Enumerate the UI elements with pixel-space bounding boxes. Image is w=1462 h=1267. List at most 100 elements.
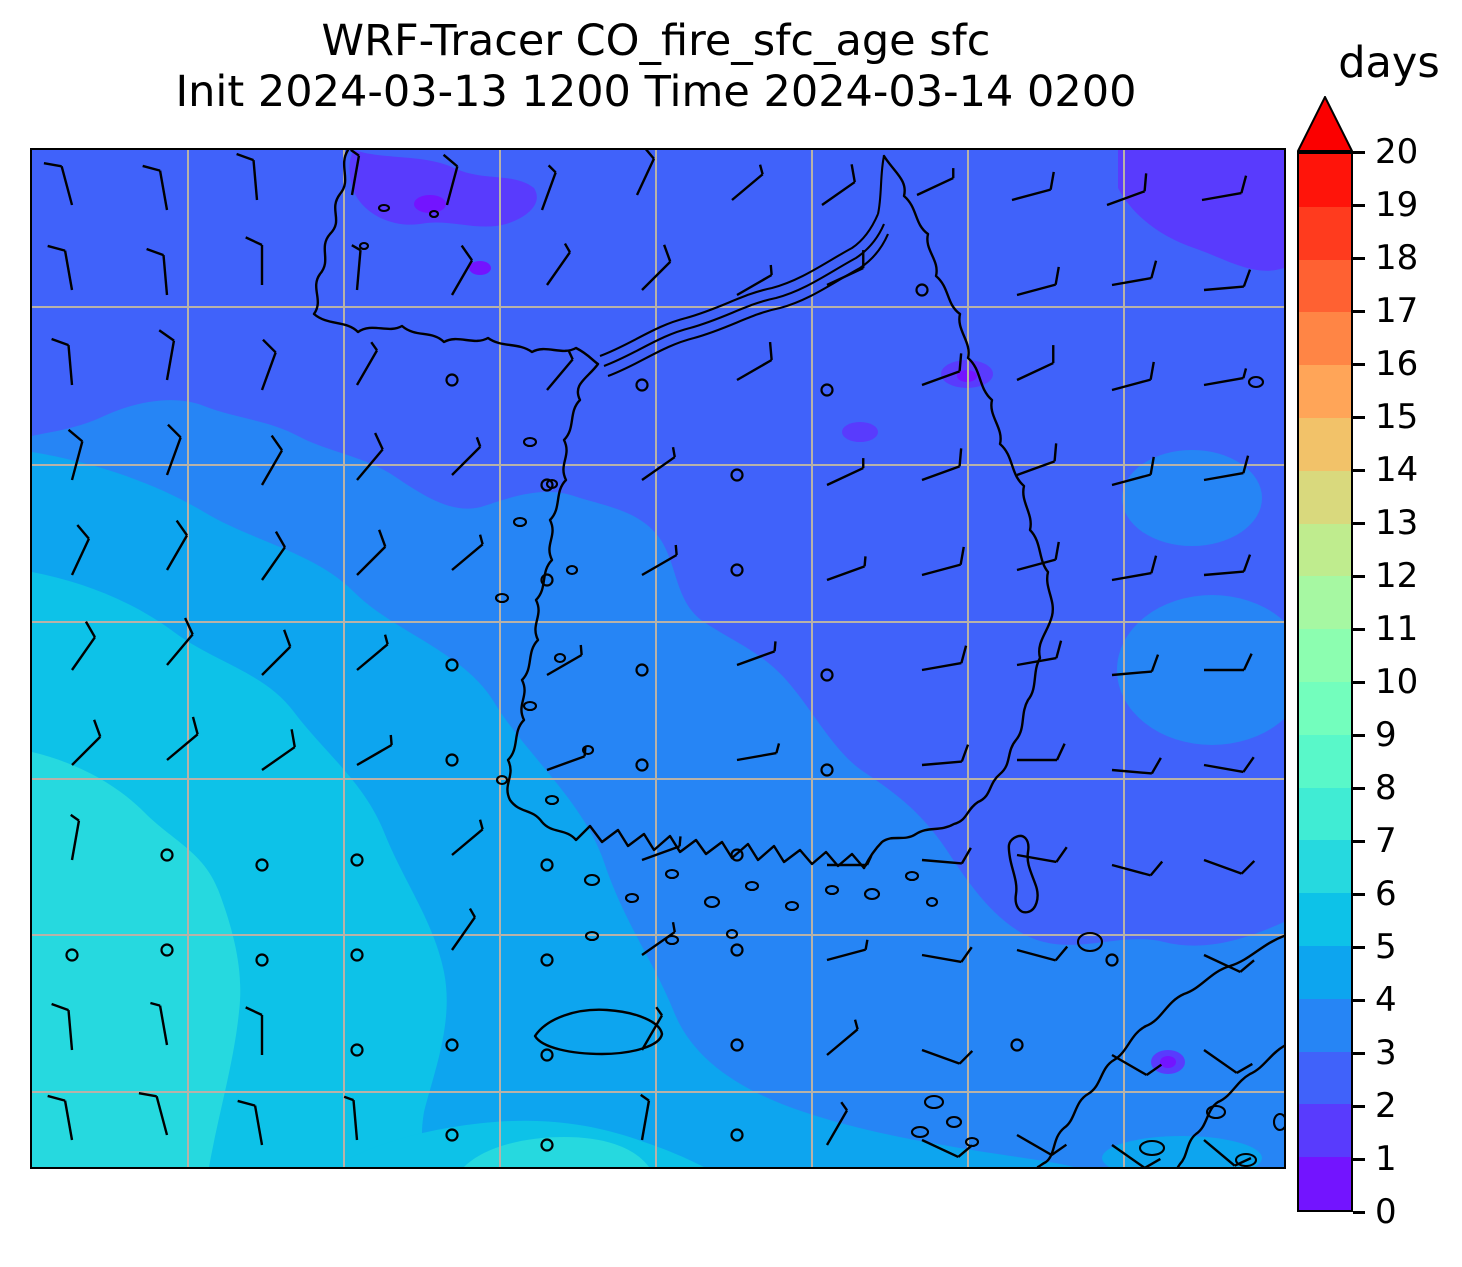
- wind-barb-stroke: [245, 1006, 263, 1017]
- wind-barb-stroke: [546, 358, 574, 391]
- wind-barb-stroke: [158, 170, 169, 211]
- wind-barb-stroke: [826, 1028, 859, 1056]
- wind-barb-stroke: [1150, 654, 1160, 672]
- wind-barb-stroke: [351, 244, 362, 252]
- wind-barb-stroke: [921, 661, 962, 672]
- wind-barb-stroke: [1240, 175, 1248, 194]
- colorbar-tickmark: [1353, 945, 1365, 949]
- wind-barb-calm: [445, 373, 459, 387]
- grid-layer: [32, 150, 1284, 1167]
- wind-barb-stroke: [236, 152, 254, 162]
- colorbar-tickmark: [1353, 839, 1365, 843]
- wind-barb-calm: [820, 668, 834, 682]
- wind-barb-stroke: [567, 349, 574, 360]
- wind-barb-stroke: [175, 519, 188, 537]
- wind-barb-stroke: [1203, 471, 1244, 482]
- colorbar-tickmark: [1353, 468, 1365, 472]
- wind-barb-stroke: [383, 634, 389, 645]
- colorbar-tickmark: [1353, 627, 1365, 631]
- wind-barb-calm: [730, 943, 744, 957]
- wind-barb-stroke: [1016, 362, 1054, 382]
- wind-barb-stroke: [1016, 283, 1056, 297]
- wind-barb-stroke: [958, 1050, 974, 1065]
- colorbar-tick-label: 20: [1375, 132, 1419, 172]
- wind-barb-stroke: [1016, 460, 1055, 477]
- wind-barb-stroke: [768, 341, 773, 361]
- wind-barb-stroke: [245, 236, 263, 247]
- wind-barb-stroke: [93, 719, 102, 738]
- wind-barb-stroke: [1150, 555, 1158, 574]
- wind-barb-stroke: [270, 434, 283, 452]
- wind-barb-stroke: [921, 953, 962, 964]
- colorbar-segment-6: [1299, 840, 1351, 894]
- wind-barb-stroke: [1054, 541, 1060, 560]
- wind-barb-stroke: [165, 340, 176, 381]
- wind-barb-stroke: [958, 353, 963, 372]
- wind-barb-stroke: [1149, 361, 1155, 380]
- wind-barb-stroke: [67, 1010, 74, 1051]
- wind-barb-stroke: [76, 524, 90, 540]
- wind-barb-stroke: [261, 645, 292, 676]
- wind-barb-stroke: [47, 1094, 66, 1102]
- wind-barb-stroke: [583, 746, 587, 757]
- colorbar-segment-14: [1299, 418, 1351, 471]
- wind-barb-stroke: [1149, 860, 1164, 877]
- wind-barb-stroke: [546, 755, 585, 772]
- kyushu-coast-1: [1036, 934, 1284, 1167]
- wind-barb-stroke: [736, 650, 775, 667]
- wind-barb-stroke: [540, 172, 557, 211]
- wind-barb-calm: [820, 383, 834, 397]
- colorbar-segment-15: [1299, 365, 1351, 419]
- wind-barb-stroke: [640, 1100, 651, 1141]
- contour-region-age3-patch: [1122, 450, 1262, 546]
- wind-barb-stroke: [1242, 269, 1252, 287]
- colorbar: [1297, 152, 1353, 1212]
- colorbar-segment-5: [1299, 893, 1351, 947]
- wind-barb-calm: [540, 478, 554, 492]
- colorbar-tick-label: 5: [1375, 927, 1397, 967]
- wind-barb-stroke: [736, 358, 773, 382]
- wind-barb-stroke: [1203, 763, 1244, 774]
- colorbar-tickmark: [1353, 786, 1365, 790]
- wind-barb-stroke: [261, 546, 286, 581]
- wind-barb-stroke: [579, 644, 583, 656]
- colorbar-tickmark: [1353, 998, 1365, 1002]
- wind-barb-stroke: [736, 273, 773, 297]
- wind-barb-stroke: [460, 244, 473, 262]
- colorbar-tick-label: 7: [1375, 821, 1397, 861]
- border-line-3: [607, 233, 889, 377]
- wind-barb-stroke: [1111, 863, 1151, 877]
- tsushima-island: [1007, 834, 1039, 914]
- wind-barb-stroke: [1242, 653, 1253, 671]
- wind-barb-stroke: [921, 370, 960, 387]
- contour-region-age0: [414, 195, 446, 213]
- wind-barb-stroke: [142, 164, 161, 172]
- wind-barb-stroke: [478, 534, 484, 545]
- wind-barb-stroke: [155, 1096, 169, 1136]
- wind-barb-stroke: [158, 1005, 169, 1046]
- wind-barb-stroke: [563, 242, 571, 253]
- wind-barb-stroke: [731, 173, 764, 201]
- wind-barb-stroke: [290, 729, 296, 748]
- wind-barb-calm: [350, 948, 364, 962]
- wind-barb-stroke: [70, 538, 90, 576]
- wind-barb-stroke: [1016, 656, 1057, 667]
- wind-barb-stroke: [671, 922, 676, 933]
- wind-barb-layer: [43, 150, 1256, 1167]
- contour-region-age0: [469, 261, 491, 275]
- wind-barb-stroke: [475, 436, 482, 448]
- wind-barb-stroke: [274, 531, 286, 548]
- wind-barb-stroke: [864, 939, 869, 950]
- wind-barb-calm: [730, 1128, 744, 1142]
- wind-barb-calm: [445, 658, 459, 672]
- contour-region-age0: [1160, 1056, 1176, 1068]
- wind-barb-stroke: [1111, 670, 1152, 677]
- wind-barb-stroke: [546, 653, 583, 677]
- wind-barb-stroke: [1016, 1133, 1053, 1157]
- wind-barb-stroke: [146, 247, 164, 257]
- wind-barb-stroke: [641, 553, 678, 577]
- wind-barb-stroke: [921, 858, 962, 865]
- wind-barb-stroke: [1016, 558, 1056, 572]
- colorbar-ticks: 0 1 2 3 4 5 6 7 8 9 10 11 12 13 14 15 16 17 18 19 20: [1353, 0, 1462, 1267]
- wind-barb-stroke: [1054, 266, 1060, 285]
